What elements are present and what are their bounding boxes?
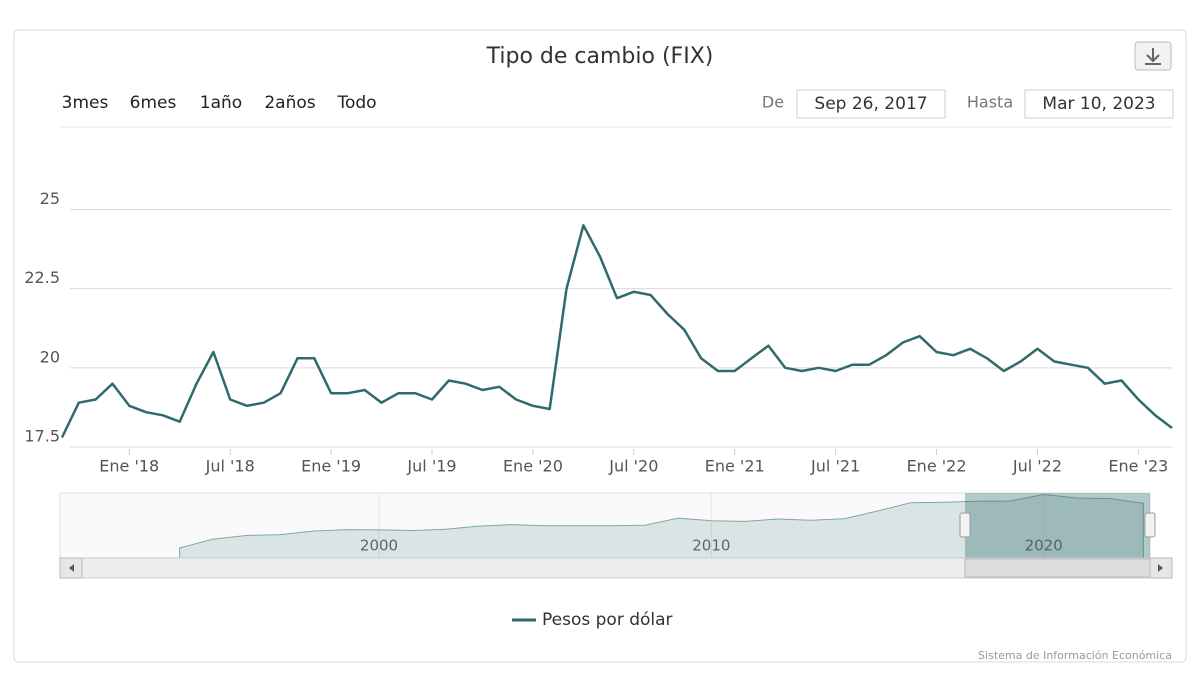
y-tick-label: 20 xyxy=(40,347,60,366)
navigator-mask xyxy=(965,493,1150,558)
download-button[interactable] xyxy=(1134,41,1172,71)
navigator-handle[interactable] xyxy=(959,512,971,538)
x-tick-label: Ene '19 xyxy=(301,457,361,476)
y-tick-label: 17.5 xyxy=(24,427,60,446)
navigator-tick-label: 2020 xyxy=(1025,537,1063,555)
scrollbar-arrow xyxy=(1158,564,1163,572)
x-tick-label: Jul '20 xyxy=(608,457,658,476)
navigator-handle[interactable] xyxy=(1144,512,1156,538)
credits: Sistema de Información Económica xyxy=(978,649,1172,662)
x-tick-label: Jul '18 xyxy=(205,457,255,476)
download-icon[interactable] xyxy=(1145,48,1161,65)
x-tick-label: Jul '19 xyxy=(406,457,456,476)
legend-label[interactable]: Pesos por dólar xyxy=(542,610,673,630)
navigator-area xyxy=(179,493,1144,559)
y-tick-label: 25 xyxy=(40,189,60,208)
x-tick-label: Ene '22 xyxy=(907,457,967,476)
scrollbar-thumb[interactable] xyxy=(964,558,1151,578)
y-tick-label: 22.5 xyxy=(24,268,60,287)
from-value[interactable]: Sep 26, 2017 xyxy=(814,94,927,114)
x-tick-label: Ene '18 xyxy=(99,457,159,476)
from-label: De xyxy=(762,93,784,112)
range-button[interactable]: 6mes xyxy=(130,93,177,113)
x-tick-label: Ene '23 xyxy=(1108,457,1168,476)
x-tick-label: Jul '21 xyxy=(810,457,860,476)
range-button[interactable]: 1año xyxy=(200,93,242,113)
range-button[interactable]: 3mes xyxy=(62,93,109,113)
range-button[interactable]: Todo xyxy=(336,93,376,113)
to-value[interactable]: Mar 10, 2023 xyxy=(1042,94,1155,114)
chart-title: Tipo de cambio (FIX) xyxy=(486,44,714,69)
x-tick-label: Jul '22 xyxy=(1012,457,1062,476)
line xyxy=(60,224,1173,439)
x-tick-label: Ene '20 xyxy=(503,457,563,476)
to-input[interactable] xyxy=(1024,89,1174,119)
scrollbar-arrow xyxy=(69,564,74,572)
to-label: Hasta xyxy=(967,93,1013,112)
x-tick-label: Ene '21 xyxy=(705,457,765,476)
range-button[interactable]: 2años xyxy=(264,93,315,113)
from-input[interactable] xyxy=(796,89,946,119)
navigator-tick-label: 2010 xyxy=(692,537,730,555)
navigator-tick-label: 2000 xyxy=(360,537,398,555)
